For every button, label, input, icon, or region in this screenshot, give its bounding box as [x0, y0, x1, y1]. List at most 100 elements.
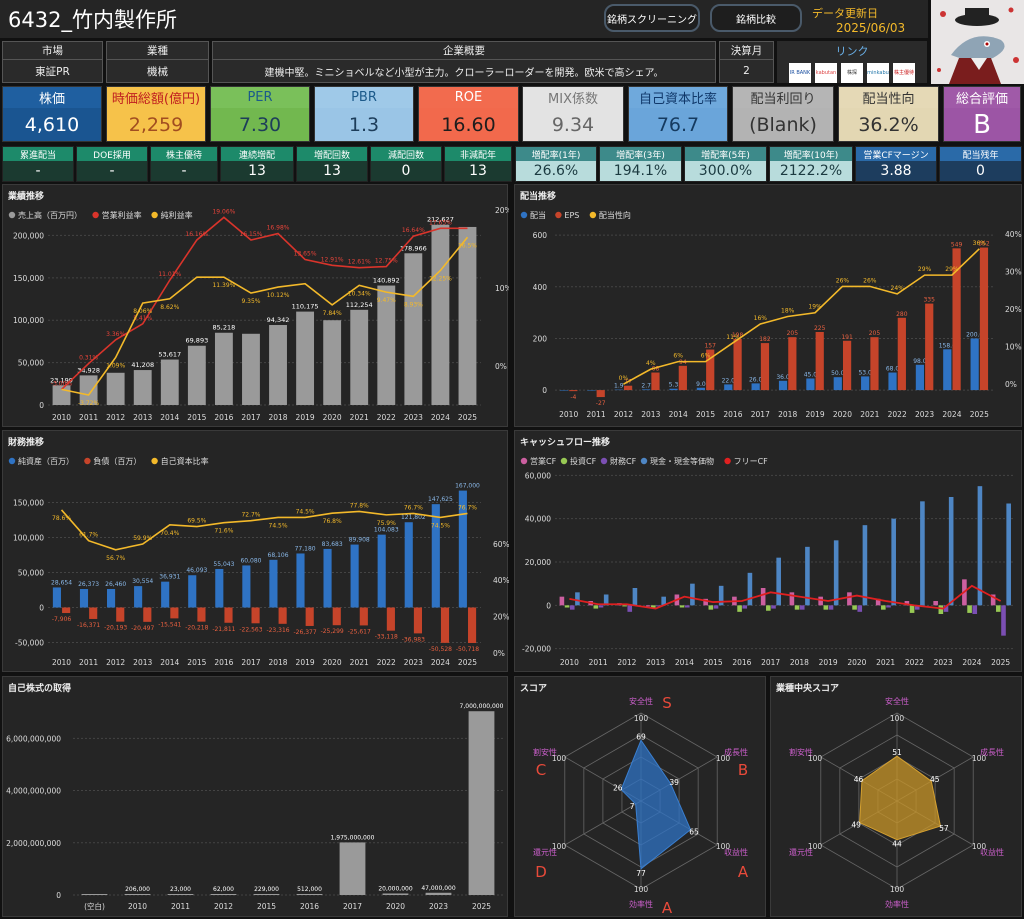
data-label: 5.3 [669, 382, 679, 389]
compare-button[interactable]: 銘柄比較 [710, 4, 802, 32]
bar [323, 320, 342, 405]
kpi-value: B [944, 108, 1020, 141]
y-tick-label: 0 [542, 386, 547, 395]
y2-tick-label: 10% [495, 284, 509, 293]
dividend-bar [587, 390, 596, 391]
performance-panel: 業績推移 売上高（百万円） 営業利益率 純利益率 0 50,000 100,000 150,0… [2, 184, 512, 427]
data-label: -20,497 [131, 625, 154, 632]
cf-bar [559, 596, 565, 606]
data-label: 0.31% [79, 355, 98, 362]
x-tick-label: 2019 [296, 413, 315, 422]
legend-label: 投資CF [570, 456, 597, 466]
legend-marker [640, 457, 648, 465]
data-label: -25,617 [348, 628, 371, 635]
data-label: 77,180 [295, 545, 316, 552]
data-label: 94,342 [267, 316, 290, 324]
screening-button[interactable]: 銘柄スクリーニング [604, 4, 700, 32]
eps-bar [952, 248, 961, 391]
axis-label: 成長性 [980, 747, 1004, 757]
data-label: 19% [808, 304, 822, 311]
y-tick-label: 50,000 [18, 569, 44, 578]
x-tick-label: 2010 [559, 410, 578, 419]
link-1[interactable]: kabutan [815, 63, 837, 83]
metric-9: 増配率(5年) 300.0% [684, 146, 767, 182]
data-label: 24% [891, 285, 905, 292]
link-2[interactable]: 株探 [841, 63, 863, 83]
data-label: 0% [619, 375, 629, 382]
x-tick-label: 2022 [905, 658, 924, 667]
link-4[interactable]: 株主優待 [893, 63, 915, 83]
y-tick-label: 20,000 [525, 558, 551, 567]
data-label: 157 [704, 343, 716, 350]
kpi-label: MIX係数 [523, 87, 623, 108]
dividend-bar [724, 384, 733, 391]
market-box: 市場 東証PR [2, 41, 103, 83]
metric-value: 0 [940, 161, 1021, 181]
legend-label: 現金・現金等価物 [650, 456, 714, 466]
metric-label: DOE採用 [93, 150, 131, 161]
data-label: 68.0 [886, 366, 900, 373]
x-tick-label: 2023 [404, 413, 423, 422]
x-tick-label: 2018 [268, 413, 287, 422]
x-tick-label: 2013 [133, 658, 152, 667]
kpi-label: 時価総額(億円) [107, 87, 205, 108]
x-tick-label: 2022 [377, 413, 396, 422]
metric-6: 非減配年 13 [444, 146, 512, 182]
x-tick-label: 2016 [214, 413, 233, 422]
link-0[interactable]: IR BANK [789, 63, 811, 83]
cf-bar [622, 605, 627, 607]
eps-bar [623, 385, 633, 391]
data-label: -20,218 [185, 625, 208, 632]
data-label: 7,000,000,000 [460, 703, 504, 710]
data-label: 5.41% [133, 315, 152, 322]
x-tick-label: 2014 [160, 658, 179, 667]
x-tick-label: 2015 [696, 410, 715, 419]
data-label: 206,000 [125, 886, 150, 893]
dividend-bar [778, 380, 788, 391]
cf-bar [933, 601, 938, 606]
links-label: リンク [835, 45, 869, 58]
eps-bar [870, 337, 879, 391]
eps-bar [596, 390, 605, 398]
metric-label: 増配率(3年) [616, 150, 665, 161]
cf-bar [708, 605, 714, 610]
data-label: 158.0 [939, 342, 956, 349]
data-label: -7,906 [52, 616, 72, 623]
bar [269, 325, 287, 405]
kpi-value: 36.2% [839, 108, 938, 141]
x-tick-label: 2014 [160, 413, 179, 422]
x-tick-label: 2012 [617, 658, 636, 667]
equity-bar [52, 587, 61, 608]
cf-bar [766, 605, 771, 611]
axis-max-label: 100 [808, 842, 823, 851]
x-tick-label: 2024 [942, 410, 961, 419]
cf-bar [737, 605, 742, 612]
data-label: 198 [732, 332, 744, 339]
kpi-label: 自己資本比率 [629, 87, 727, 108]
y2-tick-label: 40% [493, 576, 509, 585]
bar [187, 345, 206, 405]
y-tick-label: 200,000 [13, 231, 44, 240]
y-tick-label: 40,000 [525, 515, 551, 524]
data-label: 11% [726, 334, 740, 341]
page-title: 6432_竹内製作所 [8, 8, 177, 32]
axis-label: 安全性 [629, 696, 653, 706]
value-label: 69 [636, 732, 646, 741]
metric-label: 営業CFマージン [863, 150, 929, 161]
dividend-bar [751, 383, 760, 391]
data-label: 53.0 [858, 369, 872, 376]
data-label: 205 [869, 330, 881, 337]
y-tick-label: 6,000,000,000 [6, 734, 61, 743]
x-tick-label: (空白) [84, 901, 105, 911]
kpi-value: 4,610 [3, 108, 101, 141]
metric-0: 累進配当 - [2, 146, 74, 182]
data-label: 28,654 [51, 579, 72, 586]
data-label: -50,528 [429, 646, 452, 653]
x-tick-label: 2019 [819, 658, 838, 667]
y2-tick-label: 40% [1005, 230, 1022, 239]
link-3[interactable]: minkabu [867, 63, 889, 83]
legend-marker [555, 211, 562, 219]
grade-label: C [536, 761, 546, 779]
data-label: 47,000,000 [421, 885, 456, 892]
metric-value: 13 [297, 161, 367, 181]
